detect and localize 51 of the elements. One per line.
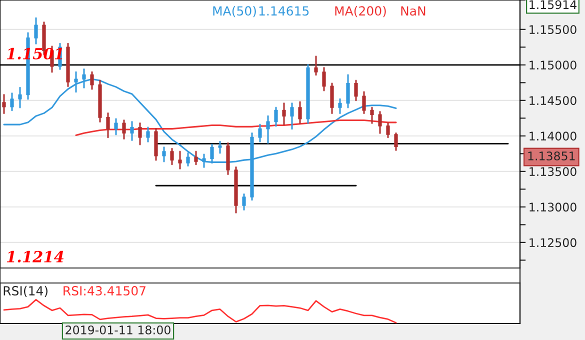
annotation: 1.14615: [259, 6, 309, 16]
candlestick: [354, 80, 358, 102]
candlestick: [10, 92, 14, 112]
candlestick: [178, 150, 182, 170]
candlestick: [170, 148, 174, 166]
candlestick: [114, 118, 118, 136]
text: MA(50): [213, 6, 256, 18]
y-tick-label: 1.12500: [530, 238, 576, 248]
chart-title: RSI(14): [4, 286, 48, 297]
y-tick-label: 1.14000: [530, 132, 576, 141]
candlestick: [242, 193, 246, 211]
candlestick: [18, 86, 22, 108]
candlestick: [378, 111, 382, 134]
y-tick-label: 1.13000: [530, 202, 576, 212]
candlestick: [258, 124, 262, 142]
candlestick: [34, 17, 38, 44]
candlestick: [314, 56, 318, 76]
y-tick-label: 1.14500: [530, 96, 576, 106]
candlestick: [290, 102, 294, 130]
text: RSI:43.41507: [64, 286, 146, 296]
candlestick: [330, 82, 334, 114]
candlestick: [146, 126, 150, 142]
candlestick: [394, 132, 398, 151]
candlestick: [218, 140, 222, 154]
candlestick: [298, 101, 302, 124]
candlestick: [2, 94, 6, 114]
y-tick-label: 1.13500: [530, 167, 576, 176]
candlestick: [194, 150, 198, 166]
candlestick: [138, 122, 142, 146]
candlestick: [266, 115, 270, 144]
candlestick: [370, 106, 374, 124]
text: 1.13851: [528, 151, 575, 160]
candlestick: [90, 71, 94, 90]
candlestick: [162, 146, 166, 162]
candlestick: [122, 120, 126, 140]
text: 2019-01-11 18:00: [66, 325, 170, 334]
candlestick: [362, 91, 366, 114]
y-tick-label: 1.15000: [530, 60, 576, 70]
candlestick: [130, 120, 134, 141]
y-tick-label: 1.15914: [530, 0, 576, 10]
annotation: NaN: [401, 6, 426, 16]
text: MA(200): [335, 6, 386, 18]
candlestick: [106, 112, 110, 138]
candlestick: [386, 122, 390, 138]
candlestick: [346, 74, 350, 108]
candlestick: [322, 66, 326, 92]
y-tick-label: 1.15500: [530, 25, 576, 34]
annotation: 1.1214: [6, 250, 64, 262]
candlestick: [274, 106, 278, 127]
candlestick: [282, 102, 286, 126]
candlestick: [338, 98, 342, 114]
